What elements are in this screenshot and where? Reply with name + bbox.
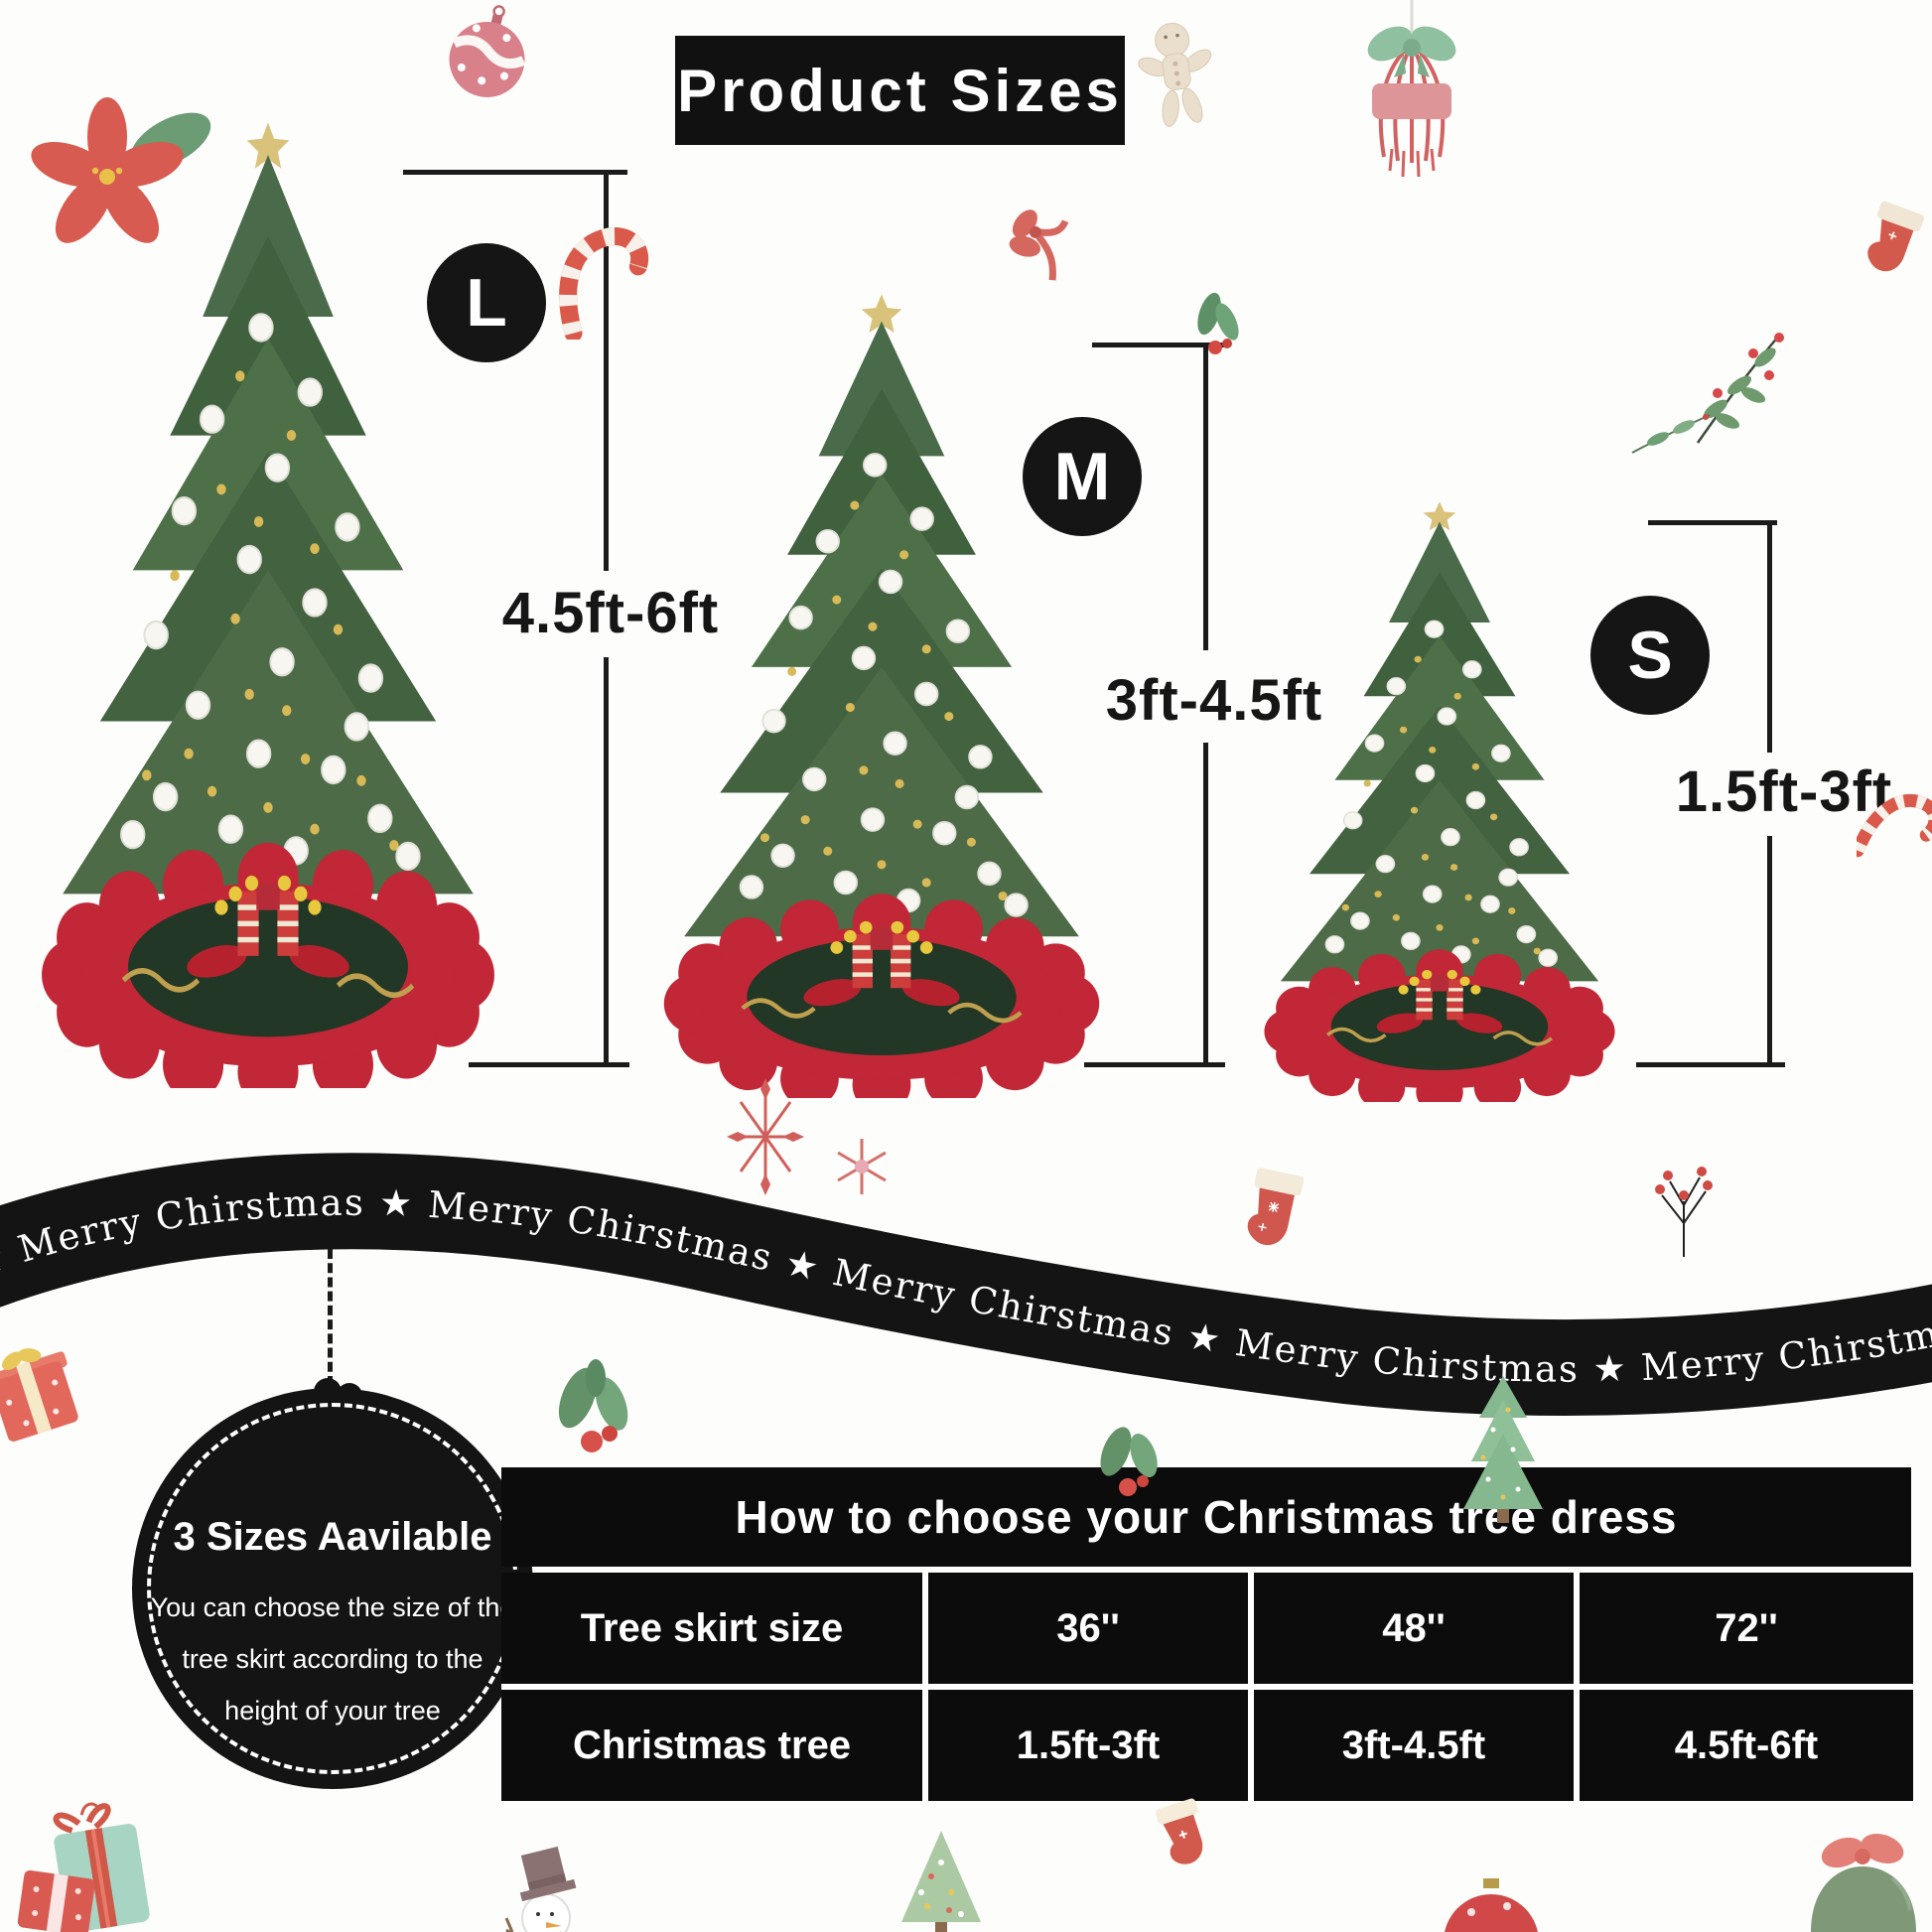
table-cell: 72''	[1580, 1573, 1913, 1684]
measure-line-s-bottom	[1636, 1062, 1785, 1067]
merry-christmas-ribbon: ★ Merry Chirstmas ★ Merry Chirstmas ★ Me…	[0, 1153, 1932, 1417]
size-table-grid: Tree skirt size 36'' 48'' 72'' Christmas…	[501, 1573, 1913, 1801]
info-ornament-badge: 3 Sizes Aavilable You can choose the siz…	[132, 1388, 533, 1789]
table-cell: 3ft-4.5ft	[1254, 1690, 1574, 1801]
badge-body-line: You can choose the size of the	[150, 1592, 515, 1622]
table-cell: 36''	[928, 1573, 1248, 1684]
berry-sprig-icon	[1696, 333, 1784, 444]
row-header: Tree skirt size	[501, 1573, 922, 1684]
table-cell: 4.5ft-6ft	[1580, 1690, 1913, 1801]
height-range-small: 1.5ft-3ft	[1675, 759, 1893, 824]
ornament-string	[328, 1249, 333, 1386]
christmas-tree-medium	[657, 290, 1106, 1098]
stocking-icon	[1867, 201, 1925, 272]
red-bow-icon	[1009, 209, 1069, 281]
polka-ornament-icon	[449, 5, 526, 97]
leaf-sprig-icon	[1631, 414, 1711, 454]
size-table: How to choose your Christmas tree dress …	[501, 1467, 1913, 1801]
badge-body-line: tree skirt according to the	[182, 1644, 483, 1674]
size-letter: M	[1053, 439, 1111, 514]
measure-line-l-bottom	[469, 1062, 629, 1067]
page-title: Product Sizes	[675, 36, 1125, 145]
knit-stocking-icon	[1247, 1168, 1305, 1246]
measure-line-m-lower	[1203, 743, 1208, 1066]
size-badge-small: S	[1590, 596, 1710, 715]
small-stocking-icon	[1155, 1798, 1203, 1864]
measure-line-l-top	[403, 170, 627, 175]
measure-line-s-lower	[1767, 836, 1772, 1066]
holly-icon	[1197, 292, 1239, 354]
size-badge-medium: M	[1023, 417, 1142, 536]
bow-ornament-icon	[1367, 0, 1456, 178]
table-cell: 48''	[1254, 1573, 1574, 1684]
candy-cane-icon	[559, 227, 649, 340]
row-header: Christmas tree	[501, 1690, 922, 1801]
size-letter: L	[466, 265, 507, 341]
pine-tree-icon	[1463, 1376, 1543, 1523]
holly-right-icon	[1100, 1427, 1158, 1496]
poinsettia-icon	[31, 97, 211, 243]
red-gift-icon	[17, 1869, 95, 1932]
measure-line-m-top	[1092, 343, 1229, 347]
measure-line-s-top	[1648, 520, 1777, 525]
bell-icon	[1811, 1834, 1916, 1932]
measure-line-l-lower	[604, 657, 609, 1066]
measure-line-m-upper	[1203, 343, 1208, 650]
ribbon-text: ★ Merry Chirstmas ★ Merry Chirstmas ★ Me…	[0, 1181, 1932, 1391]
height-range-medium: 3ft-4.5ft	[1105, 668, 1323, 733]
svg-text:★ Merry Chirstmas ★: ★ Merry Chirstmas ★ Merry Chirstmas ★ Me…	[0, 1181, 1932, 1391]
starburst-icon	[837, 1139, 887, 1194]
height-range-large: 4.5ft-6ft	[501, 581, 720, 645]
christmas-tree-large	[35, 117, 501, 1088]
badge-body-line: height of your tree	[224, 1696, 441, 1725]
badge-title: 3 Sizes Aavilable	[173, 1515, 492, 1559]
measure-line-l-upper	[604, 170, 609, 571]
size-badge-large: L	[427, 243, 546, 362]
measure-line-m-bottom	[1084, 1062, 1225, 1067]
holly-left-icon	[558, 1359, 628, 1452]
snowflake-icon	[727, 1078, 804, 1195]
snowman-icon	[504, 1846, 577, 1932]
table-cell: 1.5ft-3ft	[928, 1690, 1248, 1801]
branch-berries-icon	[1655, 1167, 1713, 1257]
gingerbread-icon	[1138, 22, 1212, 127]
bauble-icon	[1445, 1878, 1538, 1932]
christmas-tree-small	[1262, 499, 1617, 1102]
small-tree-icon	[901, 1831, 981, 1932]
size-table-title: How to choose your Christmas tree dress	[501, 1467, 1911, 1567]
size-letter: S	[1627, 618, 1673, 693]
candy-cane-small-icon	[1857, 793, 1932, 858]
gift-icon	[0, 1348, 78, 1442]
measure-line-s-upper	[1767, 520, 1772, 753]
